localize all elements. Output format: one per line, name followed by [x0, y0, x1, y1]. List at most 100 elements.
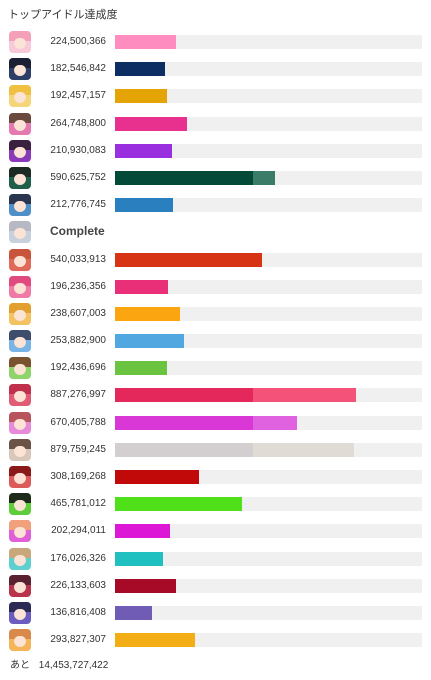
- idol-avatar-icon: [9, 357, 31, 380]
- idol-avatar-icon: [9, 31, 31, 53]
- progress-value: 238,607,003: [50, 307, 106, 319]
- idol-progress-row: 238,607,003: [0, 302, 431, 329]
- avatar-face: [14, 554, 26, 566]
- idol-progress-row: 887,276,997: [0, 383, 431, 410]
- idol-progress-row: 670,405,788: [0, 411, 431, 438]
- avatar-hair: [9, 438, 31, 449]
- progress-fill: [115, 497, 242, 512]
- progress-fill: [115, 361, 168, 376]
- avatar-face: [14, 500, 26, 512]
- idol-progress-row: 202,294,011: [0, 519, 431, 546]
- progress-fill-extra: [253, 415, 298, 430]
- progress-bar: [115, 497, 422, 512]
- idol-progress-row: 136,816,408: [0, 601, 431, 628]
- avatar-face: [14, 201, 26, 213]
- complete-label: Complete: [50, 224, 105, 239]
- progress-fill: [115, 334, 184, 349]
- idol-avatar-icon: [9, 574, 31, 597]
- progress-value: 226,133,603: [50, 579, 106, 591]
- avatar-face: [14, 255, 26, 267]
- idol-avatar-icon: [9, 330, 31, 353]
- progress-value: 670,405,788: [50, 416, 106, 428]
- idol-progress-row: 212,776,745: [0, 193, 431, 220]
- avatar-hair: [9, 31, 31, 41]
- avatar-hair: [9, 166, 31, 177]
- avatar-hair: [9, 139, 31, 150]
- progress-fill: [115, 116, 187, 131]
- avatar-face: [14, 608, 26, 620]
- progress-fill: [115, 198, 173, 213]
- progress-fill: [115, 633, 195, 648]
- progress-fill: [115, 605, 153, 620]
- idol-progress-row: 264,748,800: [0, 112, 431, 139]
- avatar-hair: [9, 302, 31, 313]
- progress-bar: [115, 89, 422, 104]
- progress-fill: [115, 388, 254, 403]
- idol-avatar-icon: [9, 466, 31, 488]
- idol-progress-row: Complete: [0, 220, 431, 247]
- avatar-hair: [9, 221, 31, 232]
- progress-fill-extra: [253, 388, 357, 403]
- idol-avatar-icon: [9, 547, 31, 570]
- progress-value: 293,827,307: [50, 634, 106, 646]
- avatar-hair: [9, 194, 31, 205]
- idol-avatar-icon: [9, 194, 31, 217]
- progress-value: 182,546,842: [50, 63, 106, 75]
- avatar-hair: [9, 466, 31, 476]
- remaining-total: あと 14,453,727,422: [10, 656, 108, 671]
- avatar-hair: [9, 275, 31, 286]
- remaining-label: あと: [10, 660, 30, 671]
- idol-avatar-icon: [9, 112, 31, 135]
- idol-avatar-icon: [9, 302, 31, 325]
- progress-fill: [115, 170, 254, 185]
- progress-fill-extra: [253, 442, 355, 457]
- progress-bar: [115, 170, 422, 185]
- idol-progress-row: 192,457,157: [0, 84, 431, 111]
- progress-fill: [115, 442, 254, 457]
- progress-bar: [115, 551, 422, 566]
- idol-avatar-icon: [9, 85, 31, 108]
- avatar-hair: [9, 547, 31, 558]
- avatar-hair: [9, 493, 31, 504]
- progress-fill: [115, 252, 262, 267]
- idol-progress-row: 465,781,012: [0, 492, 431, 519]
- progress-value: 253,882,900: [50, 335, 106, 347]
- avatar-hair: [9, 85, 31, 96]
- progress-bar: [115, 524, 422, 539]
- progress-value: 264,748,800: [50, 117, 106, 129]
- idol-avatar-icon: [9, 520, 31, 543]
- avatar-face: [14, 38, 26, 49]
- avatar-hair: [9, 384, 31, 395]
- progress-fill: [115, 306, 180, 321]
- avatar-hair: [9, 330, 31, 341]
- progress-value: 887,276,997: [50, 389, 106, 401]
- progress-fill: [115, 62, 165, 77]
- avatar-face: [14, 527, 26, 539]
- avatar-hair: [9, 112, 31, 123]
- progress-fill: [115, 143, 173, 158]
- avatar-hair: [9, 58, 31, 69]
- avatar-face: [14, 581, 26, 593]
- progress-value: 540,033,913: [50, 253, 106, 265]
- avatar-face: [14, 228, 26, 240]
- idol-avatar-icon: [9, 493, 31, 516]
- page-title: トップアイドル達成度: [8, 8, 118, 21]
- progress-bar: [115, 388, 422, 403]
- avatar-hair: [9, 574, 31, 585]
- progress-fill: [115, 35, 176, 49]
- progress-bar: [115, 116, 422, 131]
- idol-progress-row: 293,827,307: [0, 628, 431, 655]
- avatar-hair: [9, 248, 31, 259]
- avatar-hair: [9, 629, 31, 640]
- progress-value: 192,457,157: [50, 90, 106, 102]
- idol-progress-row: 210,930,083: [0, 139, 431, 166]
- avatar-face: [14, 92, 26, 104]
- progress-bar: [115, 605, 422, 620]
- progress-value: 308,169,268: [50, 471, 106, 482]
- remaining-value: 14,453,727,422: [38, 660, 109, 671]
- progress-fill: [115, 89, 168, 104]
- idol-progress-row: 192,436,696: [0, 356, 431, 383]
- idol-avatar-icon: [9, 139, 31, 162]
- progress-value: 210,930,083: [50, 144, 106, 156]
- idol-progress-row: 224,500,366: [0, 30, 431, 57]
